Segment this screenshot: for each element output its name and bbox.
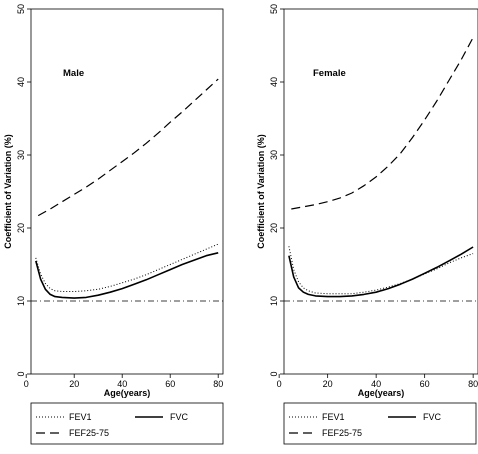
series-line-fev1 bbox=[288, 246, 474, 295]
y-tick-label: 50 bbox=[269, 4, 279, 14]
legend-label: FVC bbox=[423, 412, 442, 422]
x-tick-label: 80 bbox=[468, 379, 478, 389]
chart-panel-2: 0 10 20 30 40 50 0 20 40 60 80 Age(years) Coefficien… bbox=[256, 4, 478, 445]
x-axis-title: Age(years) bbox=[104, 388, 151, 398]
y-tick-label: 10 bbox=[269, 296, 279, 306]
y-tick-label: 10 bbox=[16, 296, 26, 306]
legend-label: FEF25-75 bbox=[69, 428, 109, 438]
y-tick-label: 0 bbox=[16, 371, 26, 376]
x-tick-label: 20 bbox=[323, 379, 333, 389]
y-tick-label: 50 bbox=[16, 4, 26, 14]
x-tick-label: 40 bbox=[371, 379, 381, 389]
legend-label: FEF25-75 bbox=[322, 428, 362, 438]
y-tick-label: 30 bbox=[269, 150, 279, 160]
x-tick-label: 60 bbox=[165, 379, 175, 389]
legend-label: FEV1 bbox=[322, 412, 345, 422]
y-tick-label: 20 bbox=[269, 223, 279, 233]
x-tick-label: 60 bbox=[420, 379, 430, 389]
x-tick-label: 20 bbox=[69, 379, 79, 389]
y-tick-label: 0 bbox=[269, 371, 279, 376]
y-axis-title: Coefficient of Variation (%) bbox=[3, 134, 13, 249]
y-axis-title: Coefficient of Variation (%) bbox=[256, 134, 266, 249]
panel-label: Male bbox=[63, 68, 84, 79]
y-tick-label: 40 bbox=[269, 77, 279, 87]
series-line-fev1 bbox=[35, 243, 219, 292]
series-line-fvc bbox=[35, 252, 219, 299]
panel-label: Female bbox=[313, 68, 346, 79]
x-tick-label: 0 bbox=[24, 379, 29, 389]
y-tick-label: 30 bbox=[16, 150, 26, 160]
series-line-fef25-75 bbox=[37, 78, 219, 217]
x-tick-label: 80 bbox=[213, 379, 223, 389]
series-line-fef25-75 bbox=[291, 37, 474, 210]
legend-box bbox=[30, 402, 224, 445]
x-tick-label: 0 bbox=[277, 379, 282, 389]
x-axis-title: Age(years) bbox=[358, 388, 405, 398]
plot-frame bbox=[30, 8, 224, 375]
legend-label: FEV1 bbox=[69, 412, 92, 422]
legend-label: FVC bbox=[170, 412, 189, 422]
y-tick-label: 20 bbox=[16, 223, 26, 233]
chart-panel-1: 0 10 20 30 40 50 0 20 40 60 80 Age(years) Coefficien… bbox=[3, 4, 224, 445]
x-tick-label: 40 bbox=[117, 379, 127, 389]
plot-frame bbox=[283, 8, 478, 375]
legend-box bbox=[283, 402, 477, 445]
series-line-fvc bbox=[288, 246, 474, 298]
y-tick-label: 40 bbox=[16, 77, 26, 87]
